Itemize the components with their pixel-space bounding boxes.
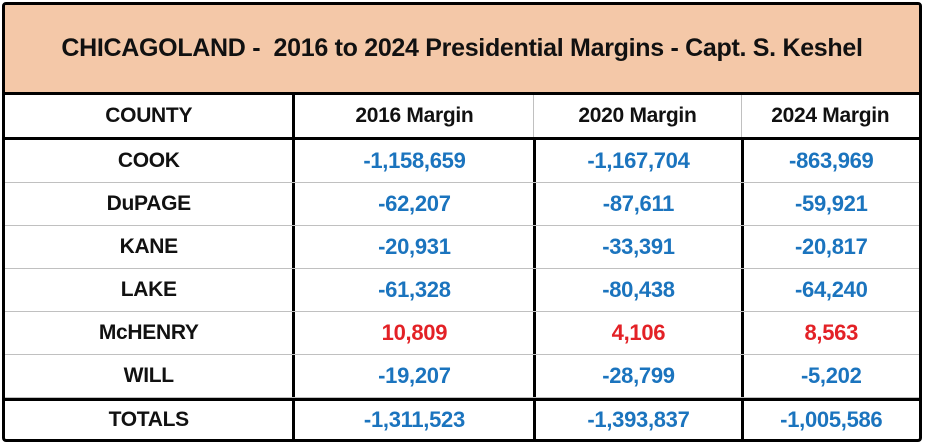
- table-row-kane: KANE -20,931 -33,391 -20,817: [5, 226, 919, 269]
- county-name: KANE: [119, 235, 179, 258]
- column-header-2016-margin: 2016 Margin: [292, 95, 533, 137]
- column-header-2024-margin: 2024 Margin: [740, 95, 919, 137]
- header-row: COUNTY 2016 Margin 2020 Margin 2024 Marg…: [5, 95, 919, 140]
- totals-label: TOTALS: [108, 408, 190, 431]
- county-name: McHENRY: [98, 321, 199, 344]
- margin-2024-value: 8,563: [740, 312, 919, 354]
- totals-2024-value: -1,005,586: [740, 401, 919, 439]
- county-name: COOK: [117, 149, 180, 172]
- margin-2020-value: -33,391: [533, 226, 740, 268]
- margin-2020-value: -28,799: [533, 355, 740, 397]
- margin-2020-value: 4,106: [533, 312, 740, 354]
- column-header-county: COUNTY: [105, 104, 193, 127]
- county-name: LAKE: [120, 278, 177, 301]
- column-header-2020-margin: 2020 Margin: [533, 95, 740, 137]
- margin-2016-value: -62,207: [292, 183, 533, 225]
- data-table: COUNTY 2016 Margin 2020 Margin 2024 Marg…: [5, 95, 919, 439]
- table-row-mchenry: McHENRY 10,809 4,106 8,563: [5, 312, 919, 355]
- margin-2024-value: -64,240: [740, 269, 919, 311]
- margin-2016-value: -1,158,659: [292, 140, 533, 182]
- totals-2016-value: -1,311,523: [292, 401, 533, 439]
- table-row-dupage: DuPAGE -62,207 -87,611 -59,921: [5, 183, 919, 226]
- table-row-lake: LAKE -61,328 -80,438 -64,240: [5, 269, 919, 312]
- table-row-cook: COOK -1,158,659 -1,167,704 -863,969: [5, 140, 919, 183]
- margin-2016-value: -61,328: [292, 269, 533, 311]
- margin-2016-value: -20,931: [292, 226, 533, 268]
- margin-2024-value: -863,969: [740, 140, 919, 182]
- margin-2020-value: -87,611: [533, 183, 740, 225]
- margin-2020-value: -1,167,704: [533, 140, 740, 182]
- margin-2016-value: -19,207: [292, 355, 533, 397]
- title-bar: CHICAGOLAND - 2016 to 2024 Presidential …: [5, 5, 919, 95]
- totals-row: TOTALS -1,311,523 -1,393,837 -1,005,586: [5, 398, 919, 439]
- margin-2016-value: 10,809: [292, 312, 533, 354]
- margin-2024-value: -59,921: [740, 183, 919, 225]
- county-name: WILL: [123, 364, 174, 387]
- table-title: CHICAGOLAND - 2016 to 2024 Presidential …: [61, 34, 863, 62]
- table-row-will: WILL -19,207 -28,799 -5,202: [5, 355, 919, 398]
- county-name: DuPAGE: [106, 192, 191, 215]
- margins-table: CHICAGOLAND - 2016 to 2024 Presidential …: [2, 2, 922, 442]
- margin-2024-value: -20,817: [740, 226, 919, 268]
- margin-2024-value: -5,202: [740, 355, 919, 397]
- margin-2020-value: -80,438: [533, 269, 740, 311]
- totals-2020-value: -1,393,837: [533, 401, 740, 439]
